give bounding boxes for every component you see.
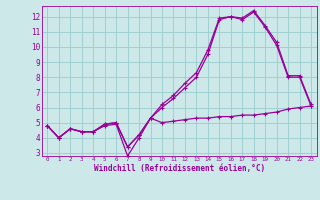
- X-axis label: Windchill (Refroidissement éolien,°C): Windchill (Refroidissement éolien,°C): [94, 164, 265, 173]
